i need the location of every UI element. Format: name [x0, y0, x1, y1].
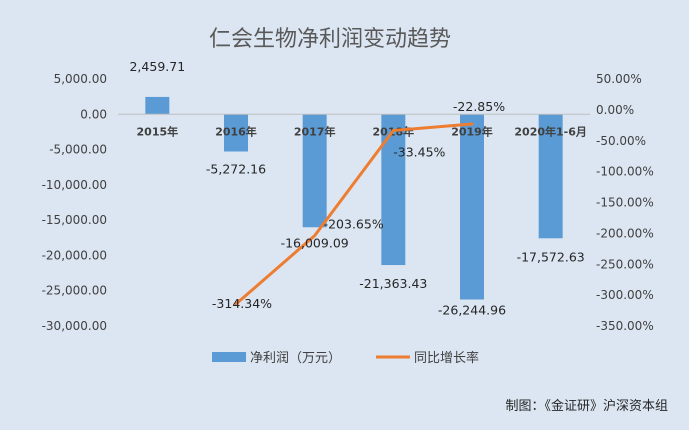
left-axis-tick: 0.00	[80, 107, 107, 121]
bar-data-label: -26,244.96	[438, 303, 506, 318]
bar-data-label: 2,459.71	[129, 59, 185, 74]
chart-title: 仁会生物净利润变动趋势	[209, 27, 451, 52]
left-axis-tick: -10,000.00	[42, 178, 107, 192]
right-axis-tick: -100.00%	[596, 165, 654, 179]
right-axis-tick: -200.00%	[596, 226, 654, 240]
bar	[302, 114, 327, 228]
category-label: 2016年	[215, 124, 257, 138]
left-axis-tick: -20,000.00	[42, 248, 107, 262]
credit-text: 制图：《金证研》沪深资本组	[505, 398, 668, 414]
bar	[460, 114, 484, 300]
bar-data-label: -21,363.43	[359, 276, 427, 291]
line-data-label: -203.65%	[324, 217, 384, 232]
bar-data-label: -16,009.09	[281, 235, 349, 250]
line-series	[234, 122, 474, 306]
category-label: 2020年1-6月	[514, 124, 587, 138]
bar-series	[145, 96, 563, 300]
right-axis-tick: -50.00%	[596, 134, 646, 148]
growth-rate-line	[234, 122, 474, 306]
legend-label-line: 同比增长率	[414, 350, 479, 366]
right-axis-tick: -150.00%	[596, 196, 654, 210]
bar	[145, 96, 170, 115]
right-axis-tick: -250.00%	[596, 257, 654, 271]
legend-label-bar: 净利润（万元）	[250, 351, 341, 366]
line-data-labels: -314.34% -203.65% -33.45% -22.85%	[212, 99, 505, 311]
category-label: 2017年	[294, 124, 336, 138]
right-axis-tick: -350.00%	[596, 319, 654, 333]
left-axis-tick: -25,000.00	[42, 284, 107, 298]
left-axis-tick: -15,000.00	[42, 213, 107, 227]
right-axis-tick: 50.00%	[596, 72, 642, 86]
line-data-label: -22.85%	[453, 99, 505, 114]
bar-data-labels: 2,459.71 -5,272.16 -16,009.09 -21,363.43 -26…	[129, 59, 584, 318]
right-axis: 50.00% 0.00% -50.00% -100.00% -150.00% -200.0…	[596, 72, 654, 333]
left-axis-tick: -30,000.00	[42, 319, 107, 333]
category-label: 2015年	[137, 124, 179, 138]
bar	[538, 114, 563, 239]
bar-data-label: -5,272.16	[206, 161, 266, 176]
left-axis: 5,000.00 0.00 -5,000.00 -10,000.00 -15,000.0…	[42, 72, 107, 333]
left-axis-tick: -5,000.00	[49, 143, 107, 157]
legend-swatch-bar	[212, 352, 246, 362]
category-label: 2019年	[451, 124, 493, 138]
line-data-label: -33.45%	[393, 145, 445, 160]
right-axis-tick: -300.00%	[596, 288, 654, 302]
bar-data-label: -17,572.63	[517, 249, 585, 264]
category-labels: 2015年 2016年 2017年 2018年 2019年 2020年1-6月	[137, 124, 587, 138]
legend: 净利润（万元） 同比增长率	[212, 350, 479, 366]
right-axis-tick: 0.00%	[596, 103, 634, 117]
line-data-label: -314.34%	[212, 296, 272, 311]
bar	[224, 114, 248, 152]
left-axis-tick: 5,000.00	[54, 72, 107, 86]
